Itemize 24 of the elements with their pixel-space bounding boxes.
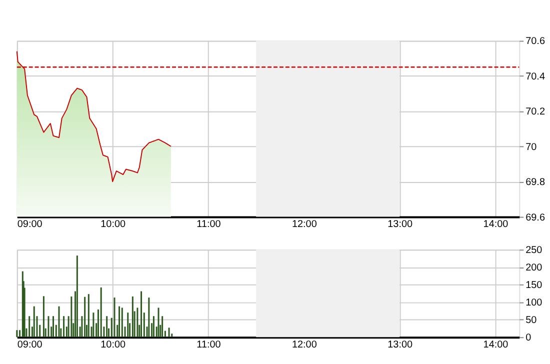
x-tick-label: 11:00: [196, 340, 222, 351]
x-tick-label: 10:00: [100, 219, 126, 230]
x-tick-label: 12:00: [292, 340, 318, 351]
y-tick-label: 70.4: [526, 71, 546, 82]
y-tick-label: 50: [526, 315, 538, 326]
y-tick-label: 70.6: [526, 36, 546, 48]
y-tick-label: 0: [526, 332, 532, 344]
y-tick-label: 70: [526, 142, 538, 153]
y-tick-label: 150: [526, 280, 543, 292]
x-tick-label: 13:00: [388, 219, 413, 230]
x-tick-label: 13:00: [388, 340, 413, 351]
y-tick-label: 70.2: [526, 106, 546, 118]
y-tick-label: 69.6: [526, 212, 546, 224]
x-tick-label: 10:00: [100, 340, 126, 351]
x-tick-label: 12:00: [292, 219, 318, 230]
y-tick-label: 250: [526, 245, 543, 256]
y-tick-label: 200: [526, 262, 543, 274]
y-tick-label: 100: [526, 298, 543, 309]
x-tick-label: 11:00: [196, 219, 222, 230]
x-tick-label: 14:00: [483, 340, 509, 351]
x-tick-label: 09:00: [17, 219, 43, 230]
x-tick-label: 09:00: [17, 340, 43, 351]
x-tick-label: 14:00: [483, 219, 509, 230]
y-tick-label: 69.8: [526, 177, 546, 188]
